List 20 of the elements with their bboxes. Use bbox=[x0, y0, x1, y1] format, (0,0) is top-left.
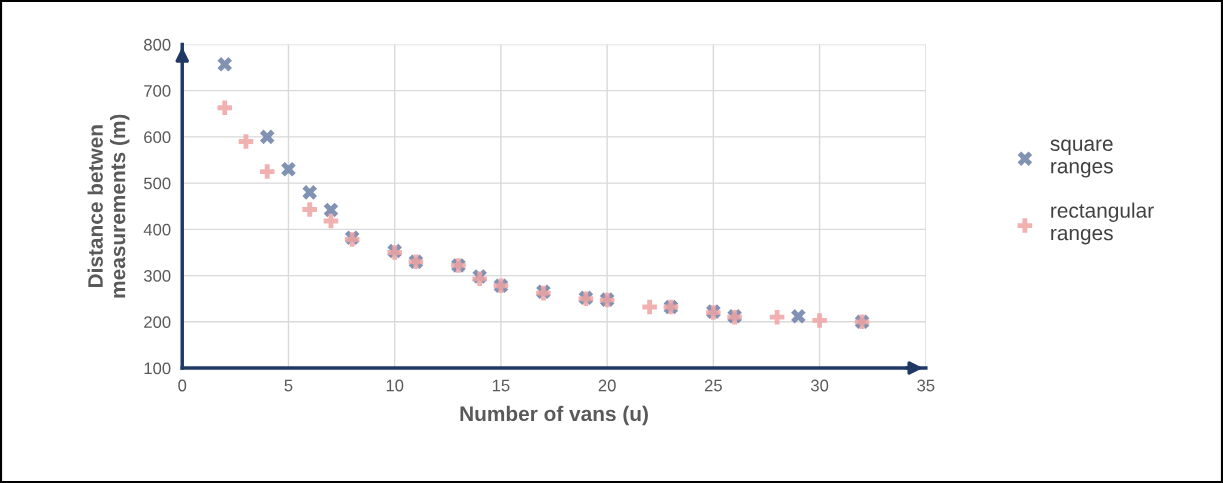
y-tick-label: 700 bbox=[144, 85, 171, 97]
x-tick-label: 25 bbox=[704, 379, 722, 392]
x-tick-label: 30 bbox=[810, 379, 829, 392]
x-tick-label: 15 bbox=[492, 379, 510, 392]
y-tick-label: 800 bbox=[144, 38, 171, 51]
x-tick-label: 35 bbox=[917, 379, 935, 392]
y-tick-label: 200 bbox=[144, 316, 171, 329]
legend-label: rectangular ranges bbox=[1051, 202, 1154, 245]
x-tick-label: 5 bbox=[284, 379, 293, 392]
x-tick-label: 20 bbox=[598, 379, 616, 392]
x-axis-title: Number of vans (u) bbox=[460, 405, 648, 426]
legend-label: square ranges bbox=[1050, 139, 1113, 178]
x-tick-label: 10 bbox=[386, 379, 404, 392]
y-tick-label: 600 bbox=[144, 131, 171, 144]
x-tick-label: 0 bbox=[178, 379, 187, 392]
y-tick-label: 100 bbox=[144, 362, 171, 375]
y-tick-label: 400 bbox=[143, 223, 171, 236]
y-tick-label: 300 bbox=[143, 269, 171, 282]
y-axis-title: Distance betwen measurements (m) bbox=[87, 114, 130, 298]
y-tick-label: 500 bbox=[143, 177, 171, 190]
